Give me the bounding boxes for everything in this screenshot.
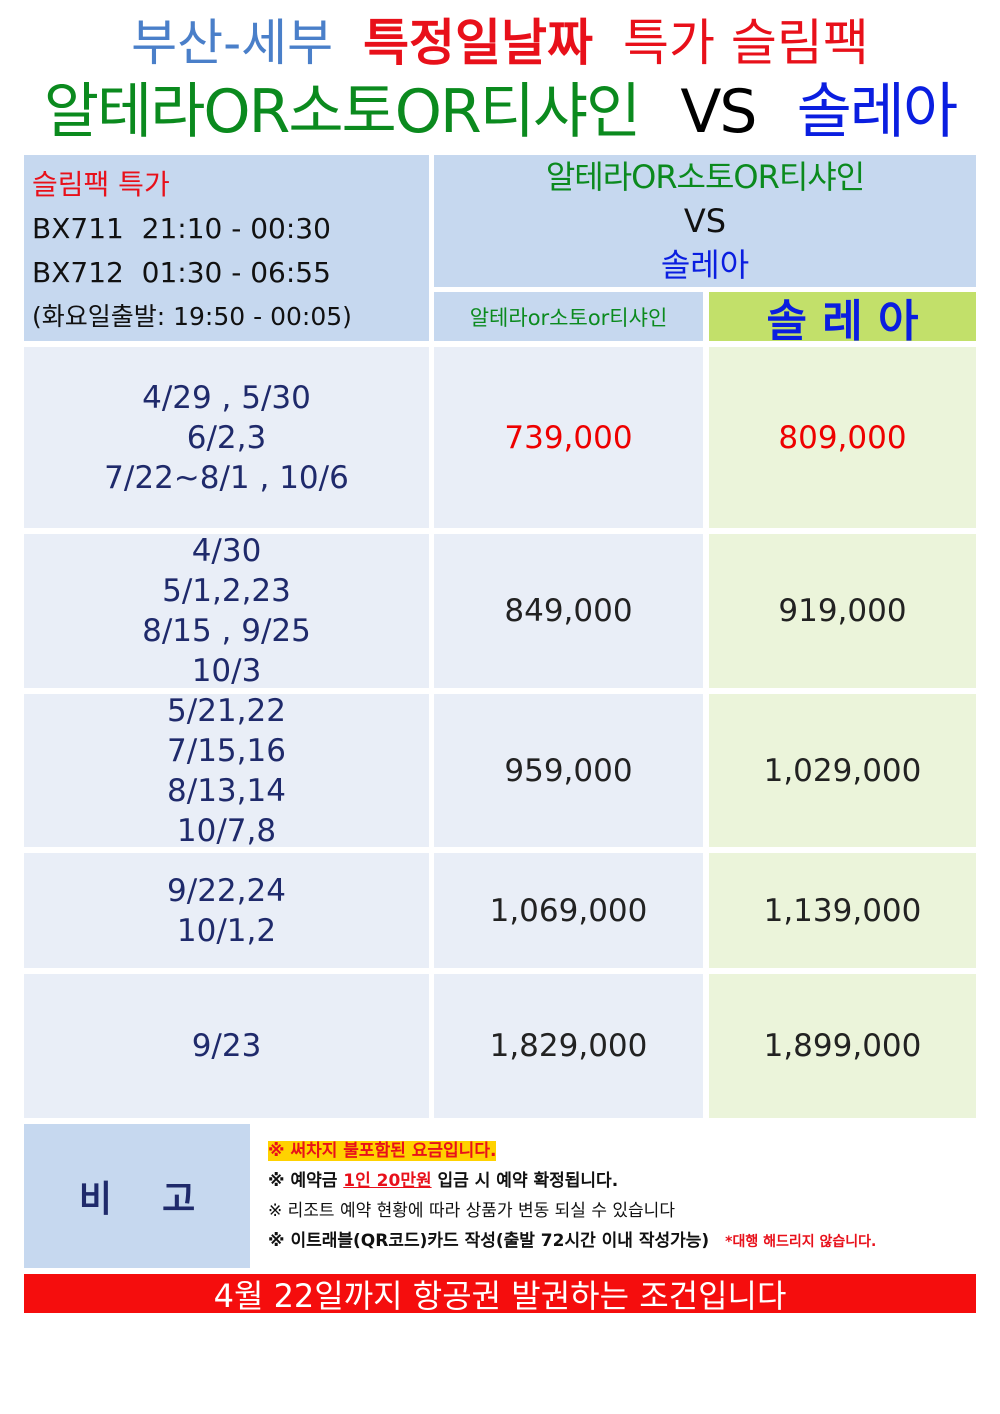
date-line: 4/29 , 5/30 [142,379,311,416]
date-line: 9/23 [191,1028,262,1064]
price-cell-a: 959,000 [434,694,703,847]
compare-a: 알테라OR소토OR티샤인 [545,158,865,196]
price-value: 849,000 [504,593,633,629]
column-header-b-label: 솔 레 아 [766,295,919,347]
price-cell-b: 919,000 [709,534,976,688]
date-cell: 9/23 [24,974,429,1118]
date-line: 7/15,16 [167,732,286,769]
title-line2: 알테라OR소토OR티샤인 VS 솔레아 [0,76,1000,148]
title-resort-b: 솔레아 [796,77,959,147]
date-line: 6/2,3 [186,419,267,456]
price-value: 1,899,000 [763,1028,922,1064]
deadline-banner-text: 4월 22일까지 항공권 발권하는 조건입니다 [213,1276,787,1315]
price-cell-a: 739,000 [434,347,703,528]
note-deposit: ※ 예약금 1인 20만원 입금 시 예약 확정됩니다. [268,1166,976,1196]
compare-vs: VS [683,202,727,240]
date-line: 9/22,24 [167,872,286,909]
date-line: 5/1,2,23 [162,573,291,609]
title-line1: 부산-세부 특정일날짜 특가 슬림팩 [0,12,1000,74]
title-special: 특정일날짜 [363,14,594,72]
price-value: 919,000 [778,593,907,629]
title-vs: VS [680,77,757,147]
note-price-change: ※ 리조트 예약 현황에 따라 상품가 변동 되실 수 있습니다 [268,1201,675,1221]
note-surcharge: ※ 써차지 불포함된 요금입니다. [268,1141,497,1161]
date-line: 10/3 [191,653,262,689]
notes-label: 비 고 [78,1179,196,1220]
price-value: 739,000 [504,419,633,456]
note-deposit-post: 입금 시 예약 확정됩니다. [431,1171,619,1191]
title-pack: 특가 슬림팩 [622,14,869,72]
price-value: 809,000 [778,419,907,456]
date-line: 8/15 , 9/25 [142,613,311,649]
column-header-a-label: 알테라or소토or티샤인 [469,305,668,330]
date-cell: 4/30 5/1,2,23 8/15 , 9/25 10/3 [24,533,429,689]
price-cell-b: 809,000 [709,347,976,528]
date-line: 5/21,22 [167,692,286,729]
date-cell: 5/21,22 7/15,16 8/13,14 10/7,8 [24,692,429,849]
price-cell-b: 1,029,000 [709,694,976,847]
price-cell-a: 1,069,000 [434,853,703,968]
price-value: 1,029,000 [763,752,922,789]
tuesday-schedule: (화요일출발: 19:50 - 00:05) [32,302,352,331]
date-cell: 4/29 , 5/30 6/2,3 7/22~8/1 , 10/6 [24,347,429,528]
note-etravel-text: ※ 이트래블(QR코드)카드 작성(출발 72시간 이내 작성가능) [268,1231,710,1251]
date-line: 4/30 [191,533,262,569]
note-deposit-amount: 1인 20만원 [343,1171,432,1191]
price-cell-a: 1,829,000 [434,974,703,1118]
compare-header: 알테라OR소토OR티샤인 VS 솔레아 [434,155,976,287]
price-cell-a: 849,000 [434,534,703,688]
price-cell-b: 1,139,000 [709,853,976,968]
date-line: 10/1,2 [176,912,277,949]
title-resort-a: 알테라OR소토OR티샤인 [43,77,641,147]
notes-content: ※ 써차지 불포함된 요금입니다. ※ 예약금 1인 20만원 입금 시 예약 … [268,1136,976,1257]
promo-label: 슬림팩 특가 [32,168,170,201]
note-etravel: ※ 이트래블(QR코드)카드 작성(출발 72시간 이내 작성가능) *대행 해… [268,1226,976,1257]
compare-b: 솔레아 [660,246,750,284]
column-header-b: 솔 레 아 [709,292,976,347]
note-deposit-pre: ※ 예약금 [268,1171,344,1191]
column-header-a: 알테라or소토or티샤인 [434,292,703,341]
deadline-banner: 4월 22일까지 항공권 발권하는 조건입니다 [24,1274,976,1315]
price-value: 1,139,000 [763,892,922,929]
price-value: 959,000 [504,752,633,789]
price-cell-b: 1,899,000 [709,974,976,1118]
note-no-proxy: *대행 해드리지 않습니다. [725,1234,877,1250]
price-value: 1,829,000 [489,1028,648,1064]
header-info-cell: 슬림팩 특가 BX711 21:10 - 00:30 BX712 01:30 -… [24,155,429,341]
date-line: 10/7,8 [176,812,277,849]
flight-outbound: BX711 21:10 - 00:30 [32,212,331,245]
flight-return: BX712 01:30 - 06:55 [32,256,331,289]
price-value: 1,069,000 [489,892,648,929]
date-cell: 9/22,24 10/1,2 [24,853,429,968]
date-line: 7/22~8/1 , 10/6 [104,459,349,496]
title-route: 부산-세부 [131,14,334,72]
notes-label-cell: 비 고 [24,1124,250,1268]
date-line: 8/13,14 [167,772,286,809]
